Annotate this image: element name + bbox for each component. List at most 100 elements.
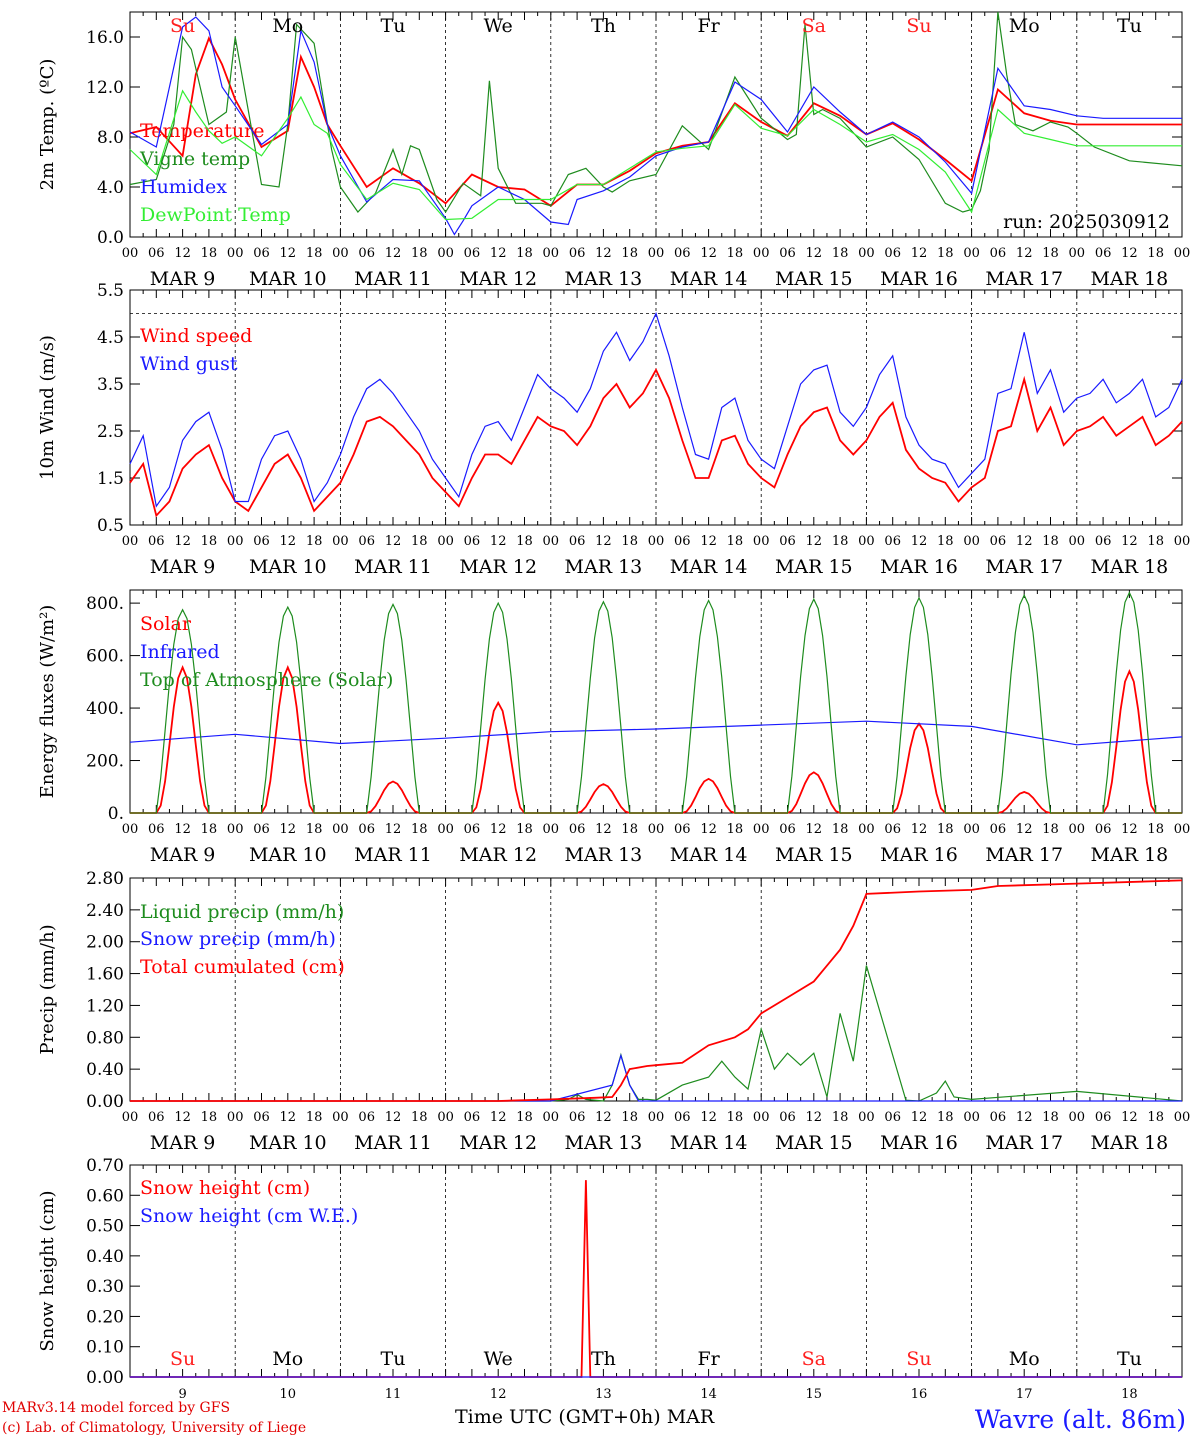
x-hour-label: 06 bbox=[674, 246, 691, 261]
x-hour-label: 18 bbox=[621, 246, 638, 261]
x-hour-label: 00 bbox=[122, 1110, 139, 1125]
x-date-label: MAR 18 bbox=[1091, 844, 1169, 866]
x-date-label: MAR 10 bbox=[249, 1132, 327, 1154]
x-date-label: MAR 9 bbox=[150, 268, 216, 290]
y-tick-label: 0.80 bbox=[86, 1028, 124, 1048]
x-hour-label: 12 bbox=[1121, 246, 1138, 261]
panel-temperature: 0.04.08.012.016.02m Temp. (ºC) Temperatur… bbox=[37, 11, 1190, 290]
panel-precip: 0.00 0.40 0.80 1.20 1.60 2.00 2.40 2.80 Precip (… bbox=[37, 869, 1190, 1154]
x-hour-label: 06 bbox=[148, 822, 165, 837]
y-tick-label: 0.10 bbox=[86, 1338, 124, 1358]
x-hour-label: 00 bbox=[1174, 1110, 1191, 1125]
x-hour-label: 18 bbox=[621, 1110, 638, 1125]
x-hour-label: 12 bbox=[911, 1110, 928, 1125]
y-tick-label: 0.50 bbox=[86, 1217, 124, 1237]
x-hour-label: 18 bbox=[937, 534, 954, 549]
weekday-label-bottom: Tu bbox=[381, 1348, 406, 1370]
x-hour-label: 06 bbox=[148, 246, 165, 261]
y-tick-label: 0.20 bbox=[86, 1307, 124, 1327]
series-line-vigne-temp bbox=[129, 11, 1183, 214]
x-hour-label: 12 bbox=[1016, 822, 1033, 837]
x-hour-label: 12 bbox=[490, 246, 507, 261]
x-hour-label: 00 bbox=[963, 534, 980, 549]
x-date-label: MAR 17 bbox=[985, 268, 1063, 290]
day-number-label: 9 bbox=[178, 1387, 186, 1402]
x-date-label: MAR 12 bbox=[459, 268, 537, 290]
x-hour-label: 00 bbox=[753, 534, 770, 549]
x-hour-label: 00 bbox=[753, 1110, 770, 1125]
x-hour-label: 18 bbox=[621, 822, 638, 837]
weekday-label-bottom: Su bbox=[906, 1348, 931, 1370]
legend-liquid-precip-mm-h-: Liquid precip (mm/h) bbox=[140, 901, 344, 923]
weekday-label-bottom: We bbox=[484, 1348, 513, 1370]
x-hour-label: 12 bbox=[280, 1110, 297, 1125]
x-date-label: MAR 13 bbox=[565, 1132, 643, 1154]
legend-solar: Solar bbox=[140, 613, 192, 635]
x-hour-label: 00 bbox=[1069, 246, 1086, 261]
day-number-label: 18 bbox=[1121, 1387, 1138, 1402]
y-axis-label: 10m Wind (m/s) bbox=[37, 335, 58, 480]
x-date-label: MAR 17 bbox=[985, 844, 1063, 866]
x-hour-label: 12 bbox=[1121, 822, 1138, 837]
x-hour-label: 00 bbox=[858, 1110, 875, 1125]
weekday-label-bottom: Mo bbox=[1009, 1348, 1040, 1370]
x-hour-label: 12 bbox=[700, 1110, 717, 1125]
x-hour-label: 06 bbox=[1095, 246, 1112, 261]
series-line-liquid-precip-mm-h- bbox=[130, 965, 1183, 1102]
x-hour-label: 06 bbox=[1095, 822, 1112, 837]
x-hour-label: 06 bbox=[990, 534, 1007, 549]
x-hour-label: 00 bbox=[858, 822, 875, 837]
x-hour-label: 06 bbox=[884, 1110, 901, 1125]
y-tick-label: 0.30 bbox=[86, 1277, 124, 1297]
x-hour-label: 12 bbox=[280, 822, 297, 837]
x-hour-label: 18 bbox=[621, 534, 638, 549]
x-hour-label: 06 bbox=[148, 534, 165, 549]
y-tick-label: 0.70 bbox=[86, 1156, 124, 1176]
x-hour-label: 00 bbox=[963, 246, 980, 261]
x-hour-label: 18 bbox=[411, 822, 428, 837]
x-hour-label: 12 bbox=[595, 822, 612, 837]
x-date-label: MAR 18 bbox=[1091, 1132, 1169, 1154]
x-hour-label: 12 bbox=[1016, 534, 1033, 549]
y-tick-label: 0.00 bbox=[86, 1092, 124, 1112]
series-line-total-cumulated-cm- bbox=[130, 879, 1183, 1102]
x-date-label: MAR 16 bbox=[880, 268, 958, 290]
x-hour-label: 18 bbox=[1147, 534, 1164, 549]
x-hour-label: 12 bbox=[1016, 246, 1033, 261]
x-hour-label: 00 bbox=[648, 246, 665, 261]
y-tick-label: 800. bbox=[86, 594, 124, 614]
y-axis-label: Precip (mm/h) bbox=[37, 924, 58, 1054]
x-hour-label: 12 bbox=[911, 822, 928, 837]
x-hour-label: 18 bbox=[1147, 246, 1164, 261]
x-hour-label: 00 bbox=[543, 246, 560, 261]
y-tick-label: 0.5 bbox=[97, 516, 124, 536]
x-hour-label: 00 bbox=[543, 822, 560, 837]
weekday-label-bottom: Th bbox=[591, 1348, 616, 1370]
legend-wind-gust: Wind gust bbox=[140, 353, 238, 375]
x-hour-label: 18 bbox=[832, 534, 849, 549]
x-date-label: MAR 14 bbox=[670, 844, 748, 866]
x-hour-label: 00 bbox=[963, 1110, 980, 1125]
series-line-humidex bbox=[129, 16, 1182, 236]
x-hour-label: 06 bbox=[884, 246, 901, 261]
x-hour-label: 12 bbox=[174, 822, 191, 837]
x-hour-label: 18 bbox=[1042, 246, 1059, 261]
weekday-label-top: Mo bbox=[272, 15, 303, 37]
x-hour-label: 12 bbox=[700, 246, 717, 261]
x-hour-label: 00 bbox=[543, 534, 560, 549]
x-hour-label: 12 bbox=[174, 534, 191, 549]
y-tick-label: 8.0 bbox=[97, 128, 124, 148]
x-date-label: MAR 11 bbox=[354, 1132, 432, 1154]
x-hour-label: 06 bbox=[1095, 534, 1112, 549]
x-hour-label: 12 bbox=[595, 1110, 612, 1125]
x-hour-label: 18 bbox=[201, 822, 218, 837]
x-hour-label: 00 bbox=[332, 1110, 349, 1125]
x-hour-label: 06 bbox=[779, 534, 796, 549]
x-date-label: MAR 12 bbox=[459, 1132, 537, 1154]
y-tick-label: 3.5 bbox=[97, 375, 124, 395]
x-hour-label: 18 bbox=[1147, 1110, 1164, 1125]
panel-energy: 0. 200. 400. 600. 800. Energy fluxes (W/m²) So… bbox=[37, 589, 1190, 866]
x-hour-label: 18 bbox=[727, 246, 744, 261]
x-hour-label: 00 bbox=[437, 822, 454, 837]
x-hour-label: 18 bbox=[411, 1110, 428, 1125]
